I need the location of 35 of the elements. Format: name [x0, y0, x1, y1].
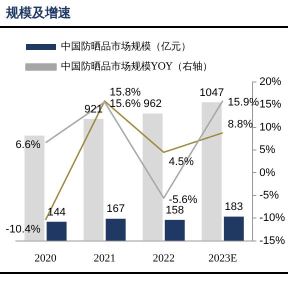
legend-label: 中国防晒品市场规模YOY（右轴） — [61, 60, 212, 73]
data-label: 15.6% — [110, 98, 142, 110]
data-label: 4.5% — [168, 156, 194, 168]
x-tick-label: 2022 — [152, 252, 175, 264]
bar — [46, 222, 67, 241]
data-label: -10.4% — [6, 223, 41, 236]
x-tick-label: 2020 — [34, 252, 58, 264]
chart-title: 规模及增速 — [0, 0, 288, 28]
data-label: 183 — [224, 201, 244, 214]
text: 15% — [259, 98, 282, 111]
data-label: -5.6% — [168, 194, 198, 206]
bar — [224, 216, 244, 241]
data-label: 167 — [106, 203, 125, 216]
bar — [106, 218, 126, 241]
bar — [84, 118, 104, 241]
data-label: 1047 — [199, 86, 224, 99]
x-tick-label: 2023E — [208, 252, 238, 264]
text: 20% — [259, 76, 282, 88]
data-label: 6.6% — [15, 138, 41, 151]
text: -15% — [259, 234, 286, 247]
text: -5% — [259, 189, 279, 202]
data-label: 962 — [143, 98, 162, 110]
data-label: 15.8% — [110, 86, 142, 99]
bar — [142, 113, 163, 241]
data-label: 158 — [166, 204, 184, 216]
text: 10% — [259, 121, 282, 134]
text: 0% — [259, 166, 276, 179]
data-label: 15.9% — [228, 96, 260, 109]
bar — [164, 220, 185, 241]
text: -10% — [259, 212, 286, 224]
legend-label: 中国防晒品市场规模（亿元） — [61, 40, 191, 53]
text: 5% — [259, 144, 276, 156]
data-label: 8.8% — [228, 118, 254, 130]
bar — [202, 102, 222, 241]
x-tick-label: 2021 — [94, 252, 116, 264]
